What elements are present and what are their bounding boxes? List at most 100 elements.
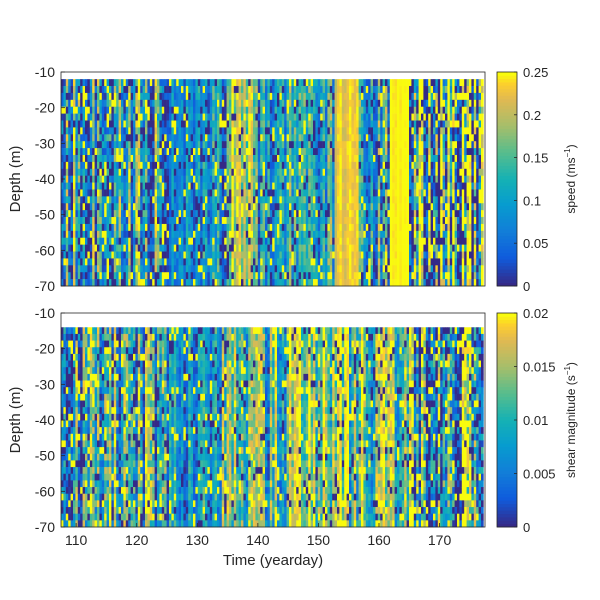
heatmap-cell <box>245 251 249 259</box>
heatmap-cell <box>389 230 393 239</box>
heatmap-cell <box>329 272 333 280</box>
heatmap-cell <box>255 203 259 211</box>
heatmap-cell <box>269 217 273 225</box>
heatmap-cell <box>445 217 448 225</box>
heatmap-cell <box>423 161 427 170</box>
heatmap-cell <box>421 127 424 135</box>
heatmap-cell <box>423 265 427 273</box>
heatmap-cell <box>437 182 441 190</box>
heatmap-cell <box>334 134 338 142</box>
heatmap-cell <box>94 154 98 163</box>
heatmap-cell <box>265 230 268 239</box>
heatmap-cell <box>406 244 410 252</box>
heatmap-cell <box>341 113 345 121</box>
heatmap-cell <box>339 113 343 121</box>
heatmap-cell <box>197 86 201 94</box>
heatmap-cell <box>341 258 345 266</box>
heatmap-cell <box>149 92 153 101</box>
heatmap-cell <box>202 134 206 142</box>
heatmap-cell <box>293 230 297 239</box>
heatmap-cell <box>135 86 139 94</box>
heatmap-cell <box>233 196 237 204</box>
heatmap-cell <box>385 237 388 245</box>
heatmap-cell <box>269 272 273 280</box>
heatmap-cell <box>231 230 235 239</box>
heatmap-cell <box>121 265 124 273</box>
heatmap-cell <box>454 258 458 266</box>
heatmap-cell <box>308 244 311 252</box>
heatmap-cell <box>327 92 331 101</box>
heatmap-cell <box>327 223 331 232</box>
heatmap-cell <box>118 161 122 170</box>
heatmap-cell <box>358 244 362 252</box>
heatmap-cell <box>356 230 359 239</box>
heatmap-cell <box>272 99 275 108</box>
heatmap-cell <box>149 210 153 218</box>
heatmap-cell <box>140 175 143 183</box>
heatmap-cell <box>361 120 364 128</box>
heatmap-cell <box>349 161 352 170</box>
heatmap-cell <box>380 175 383 183</box>
heatmap-cell <box>389 106 393 114</box>
heatmap-cell <box>305 175 309 183</box>
heatmap-cell <box>380 251 383 259</box>
heatmap-cell <box>257 168 261 176</box>
heatmap-cell <box>229 265 232 273</box>
heatmap-cell <box>435 244 439 252</box>
heatmap-cell <box>346 79 350 87</box>
heatmap-cell <box>241 182 244 190</box>
heatmap-cell <box>123 237 127 245</box>
heatmap-cell <box>358 79 362 87</box>
heatmap-cell <box>337 210 340 218</box>
heatmap-cell <box>454 79 458 87</box>
heatmap-cell <box>173 161 177 170</box>
heatmap-cell <box>401 182 405 190</box>
heatmap-cell <box>416 223 419 232</box>
heatmap-cell <box>430 217 434 225</box>
heatmap-cell <box>238 182 242 190</box>
heatmap-cell <box>181 251 184 259</box>
heatmap-cell <box>409 265 412 273</box>
heatmap-cell <box>298 244 302 252</box>
heatmap-cell <box>185 203 189 211</box>
heatmap-cell <box>89 223 93 232</box>
heatmap-cell <box>353 113 357 121</box>
heatmap-cell <box>344 244 347 252</box>
heatmap-cell <box>200 189 203 197</box>
heatmap-cell <box>416 189 419 197</box>
heatmap-cell <box>178 279 182 287</box>
heatmap-cell <box>205 134 208 142</box>
heatmap-cell <box>250 127 254 135</box>
heatmap-cell <box>80 161 83 170</box>
heatmap-cell <box>361 182 364 190</box>
heatmap-cell <box>123 203 127 211</box>
heatmap-cell <box>267 86 271 94</box>
heatmap-cell <box>200 92 203 101</box>
heatmap-cell <box>257 237 261 245</box>
heatmap-cell <box>226 175 230 183</box>
heatmap-cell <box>166 223 170 232</box>
heatmap-cell <box>250 217 254 225</box>
heatmap-cell <box>233 127 237 135</box>
heatmap-cell <box>430 203 434 211</box>
heatmap-cell <box>406 175 410 183</box>
heatmap-cell <box>358 265 362 273</box>
heatmap-cell <box>73 258 76 266</box>
heatmap-cell <box>411 113 415 121</box>
heatmap-cell <box>279 223 283 232</box>
heatmap-cell <box>80 203 83 211</box>
heatmap-cell <box>363 106 367 114</box>
heatmap-cell <box>101 251 105 259</box>
heatmap-cell <box>440 175 443 183</box>
heatmap-cell <box>358 217 362 225</box>
heatmap-cell <box>209 86 213 94</box>
heatmap-cell <box>214 79 218 87</box>
heatmap-cell <box>377 244 381 252</box>
heatmap-cell <box>346 148 350 156</box>
heatmap-cell <box>291 175 295 183</box>
heatmap-cell <box>262 161 266 170</box>
heatmap-cell <box>85 113 88 121</box>
heatmap-cell <box>281 258 285 266</box>
heatmap-cell <box>418 244 422 252</box>
heatmap-cell <box>121 134 124 142</box>
